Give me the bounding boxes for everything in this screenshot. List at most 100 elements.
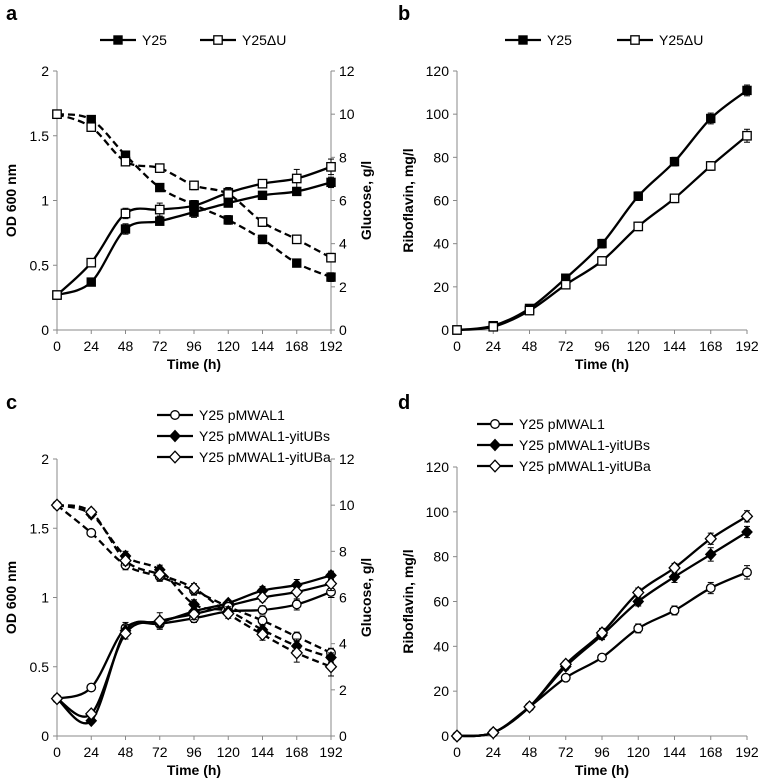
legend-label: Y25	[547, 32, 572, 48]
data-point	[705, 583, 716, 594]
legend-label: Y25 pMWAL1-yitUBs	[519, 437, 650, 453]
y-tick-label: 1.5	[30, 128, 50, 144]
y-axis-title: Riboflavin, mg/l	[400, 148, 416, 252]
data-point	[291, 234, 302, 245]
x-tick-label: 24	[83, 744, 99, 760]
y2-tick-label: 8	[339, 149, 347, 165]
data-point	[153, 614, 167, 628]
data-point	[85, 714, 98, 728]
y2-tick-label: 12	[339, 451, 355, 467]
y2-tick-label: 4	[339, 636, 347, 652]
data-point	[257, 190, 268, 201]
legend-swatch-marker	[489, 438, 501, 452]
legend-swatch-marker	[518, 35, 528, 45]
y-tick-label: 40	[433, 236, 449, 252]
data-point	[669, 193, 680, 204]
data-point	[324, 576, 338, 591]
x-tick-label: 48	[522, 744, 538, 760]
legend-swatch-marker	[168, 450, 182, 464]
x-tick-label: 168	[699, 744, 723, 760]
data-point	[86, 277, 96, 287]
panel-label: a	[6, 3, 18, 25]
data-point	[290, 585, 304, 599]
panel-a: a Y25 Y25ΔU 0 24 48 72 96 120 144 168 19200.511.…	[3, 3, 374, 372]
data-point	[119, 553, 132, 568]
x-tick-label: 0	[53, 744, 61, 760]
y-tick-label: 0.5	[30, 659, 50, 675]
y2-tick-label: 8	[339, 543, 347, 559]
y2-axis-title: Glucose, g/l	[358, 161, 374, 240]
y-tick-label: 0	[41, 322, 49, 338]
y-tick-label: 20	[433, 279, 449, 295]
data-point	[223, 215, 233, 225]
data-point	[326, 177, 336, 188]
y2-tick-label: 0	[339, 322, 347, 338]
x-tick-label: 0	[453, 744, 461, 760]
x-axis-title: Time (h)	[575, 356, 629, 372]
data-point	[84, 707, 98, 721]
legend-label: Y25 pMWAL1	[519, 416, 605, 432]
x-tick-label: 48	[522, 338, 538, 354]
data-point	[154, 204, 165, 215]
plot-area: 0 24 48 72 96 120 144 168 192 0 20 40 60 80 100 120	[426, 459, 759, 760]
data-point	[120, 156, 131, 167]
legend-label: Y25 pMWAL1-yitUBs	[199, 428, 330, 444]
legend-swatch-marker	[630, 35, 640, 45]
x-tick-label: 168	[699, 338, 723, 354]
data-point	[257, 178, 268, 189]
data-point	[595, 626, 609, 640]
legend-item: Y25 pMWAL1-yitUBa	[157, 449, 331, 465]
data-point	[188, 598, 200, 611]
series-line	[456, 134, 748, 332]
y-tick-label: 20	[433, 683, 449, 699]
legend-item: Y25 pMWAL1-yitUBs	[157, 428, 330, 444]
legend-label: Y25ΔU	[659, 32, 703, 48]
series	[450, 509, 754, 743]
legend-item: Y25 pMWAL1	[157, 407, 285, 423]
x-tick-label: 72	[558, 744, 574, 760]
series	[52, 500, 336, 659]
data-point	[742, 567, 752, 578]
data-point	[189, 180, 199, 191]
legend-item: Y25	[100, 32, 167, 48]
x-tick-label: 144	[251, 744, 275, 760]
data-point	[154, 163, 165, 173]
panel-c: c Y25 pMWAL1 Y25 pMWAL1-yitUBs Y25 pMWAL…	[3, 392, 374, 778]
legend-item: Y25ΔU	[617, 32, 703, 48]
data-point	[631, 585, 645, 600]
x-tick-label: 24	[485, 338, 501, 354]
y2-tick-label: 12	[339, 63, 355, 79]
data-point	[221, 606, 235, 621]
legend: Y25 pMWAL1 Y25 pMWAL1-yitUBs Y25 pMWAL1-…	[157, 407, 331, 465]
data-point	[120, 224, 131, 234]
x-tick-label: 120	[217, 338, 241, 354]
plot-area: 0 24 48 72 96 120 144 168 192 0 20 40 60 80 100 120	[426, 63, 759, 354]
x-tick-label: 72	[152, 744, 168, 760]
data-point	[189, 200, 199, 210]
data-point	[52, 109, 62, 120]
data-point	[633, 221, 644, 232]
series-line	[456, 89, 748, 332]
x-tick-label: 192	[319, 744, 343, 760]
x-axis-title: Time (h)	[575, 762, 629, 778]
data-point	[155, 216, 165, 226]
panel-d: d Y25 pMWAL1 Y25 pMWAL1-yitUBs Y25 pMWAL…	[398, 392, 759, 778]
data-point	[223, 189, 234, 199]
series	[50, 498, 338, 677]
x-tick-label: 72	[558, 338, 574, 354]
data-point	[669, 156, 680, 167]
x-tick-label: 144	[663, 338, 687, 354]
y-tick-label: 100	[426, 504, 450, 520]
y2-tick-label: 4	[339, 236, 347, 252]
data-point	[120, 208, 131, 219]
panel-b: b Y25 Y25ΔU 0 24 48 72 96 120 144 168 192 0 20 40 60…	[398, 3, 759, 372]
legend: Y25 Y25ΔU	[505, 32, 703, 48]
x-tick-label: 192	[735, 338, 759, 354]
x-tick-label: 24	[83, 338, 99, 354]
data-point	[155, 182, 165, 193]
data-point	[257, 217, 268, 227]
data-point	[488, 321, 499, 332]
y-tick-label: 0.5	[30, 257, 50, 273]
legend-swatch-marker	[113, 35, 123, 45]
